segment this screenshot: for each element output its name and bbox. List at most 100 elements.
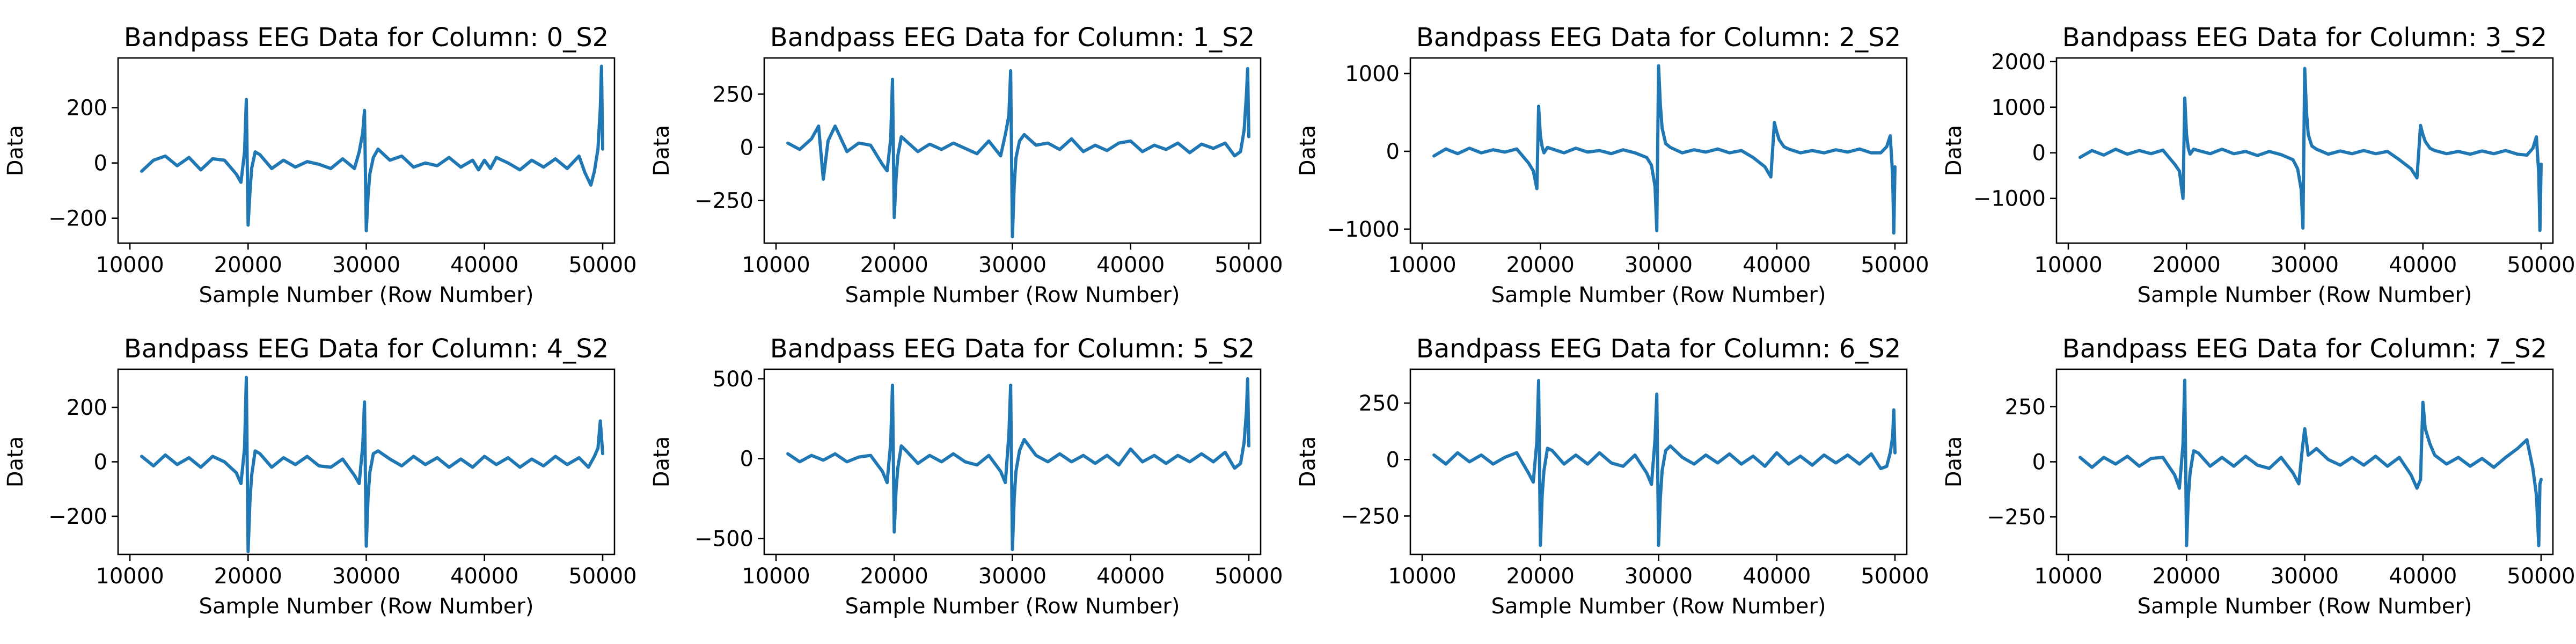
chart-title: Bandpass EEG Data for Column: 0_S2 <box>124 23 609 53</box>
x-axis-label: Sample Number (Row Number) <box>2138 594 2472 619</box>
y-tick-label: 250 <box>1359 391 1400 416</box>
x-tick-label: 40000 <box>1743 253 1811 277</box>
x-tick-label: 50000 <box>1861 253 1929 277</box>
x-tick-label: 10000 <box>742 564 810 589</box>
subplot-0: 10000 20000 30000 40000 50000 −200 0 200 Bandpas… <box>3 23 637 308</box>
y-tick-label: 200 <box>67 396 107 420</box>
subplot-7: 10000 20000 30000 40000 50000 −250 0 250 Bandpas… <box>1942 334 2575 619</box>
series-line-6-0 <box>1432 379 1897 547</box>
x-tick-label: 20000 <box>1506 253 1575 277</box>
x-tick-label: 50000 <box>1214 564 1283 589</box>
series-line-5-0 <box>786 377 1250 552</box>
x-tick-label: 30000 <box>332 253 400 277</box>
chart-title: Bandpass EEG Data for Column: 4_S2 <box>124 334 609 364</box>
series-line-0-0 <box>140 64 604 232</box>
y-axis-label: Data <box>3 436 28 488</box>
x-tick-label: 30000 <box>978 253 1046 277</box>
x-tick-label: 20000 <box>1506 564 1575 589</box>
y-axis-label: Data <box>649 436 674 488</box>
chart-title: Bandpass EEG Data for Column: 3_S2 <box>2062 23 2547 53</box>
chart-title: Bandpass EEG Data for Column: 5_S2 <box>770 334 1255 364</box>
x-tick-label: 20000 <box>214 253 282 277</box>
x-tick-label: 10000 <box>742 253 810 277</box>
y-tick-label: 1000 <box>1345 62 1400 86</box>
x-tick-label: 30000 <box>1624 253 1693 277</box>
y-axis-label: Data <box>649 125 674 177</box>
x-tick-label: 40000 <box>1096 253 1165 277</box>
subplot-3: 10000 20000 30000 40000 50000 −1000 0 1000 2000 B… <box>1942 23 2575 308</box>
x-tick-label: 20000 <box>2153 564 2221 589</box>
x-tick-label: 20000 <box>860 564 928 589</box>
y-tick-label: 0 <box>2032 450 2046 475</box>
x-tick-label: 40000 <box>2389 564 2457 589</box>
x-tick-label: 40000 <box>1743 564 1811 589</box>
y-tick-label: 0 <box>1386 140 1400 164</box>
x-axis-label: Sample Number (Row Number) <box>1491 283 1826 308</box>
chart-title: Bandpass EEG Data for Column: 1_S2 <box>770 23 1255 53</box>
y-axis-label: Data <box>1942 125 1966 177</box>
x-tick-label: 40000 <box>2389 253 2457 277</box>
series-line-7-0 <box>2079 378 2543 547</box>
y-axis-label: Data <box>1296 125 1320 177</box>
y-tick-label: −250 <box>694 189 753 214</box>
y-tick-label: 1000 <box>1991 96 2046 120</box>
y-tick-label: −500 <box>694 526 753 551</box>
subplot-2: 10000 20000 30000 40000 50000 −1000 0 1000 Bandp… <box>1296 23 1929 308</box>
series-line-2-0 <box>1432 64 1897 235</box>
chart-title: Bandpass EEG Data for Column: 2_S2 <box>1416 23 1901 53</box>
x-tick-label: 30000 <box>2271 564 2339 589</box>
y-tick-label: −250 <box>1987 505 2046 530</box>
x-axis-label: Sample Number (Row Number) <box>845 283 1180 308</box>
x-tick-label: 10000 <box>1388 564 1456 589</box>
x-tick-label: 50000 <box>1214 253 1283 277</box>
y-tick-label: 0 <box>2032 141 2046 166</box>
y-tick-label: 500 <box>713 367 753 392</box>
x-tick-label: 10000 <box>96 253 164 277</box>
subplot-6: 10000 20000 30000 40000 50000 −250 0 250 Bandpas… <box>1296 334 1929 619</box>
series-line-1-0 <box>786 67 1250 239</box>
x-tick-label: 30000 <box>332 564 400 589</box>
x-axis-label: Sample Number (Row Number) <box>199 283 534 308</box>
x-axis-label: Sample Number (Row Number) <box>199 594 534 619</box>
y-tick-label: −200 <box>48 504 107 529</box>
x-axis-label: Sample Number (Row Number) <box>845 594 1180 619</box>
subplot-5: 10000 20000 30000 40000 50000 −500 0 500 Bandpas… <box>649 334 1283 619</box>
x-tick-label: 30000 <box>2271 253 2339 277</box>
x-tick-label: 10000 <box>96 564 164 589</box>
x-tick-label: 30000 <box>1624 564 1693 589</box>
y-tick-label: 0 <box>94 151 107 176</box>
y-tick-label: 0 <box>740 447 753 472</box>
y-axis-label: Data <box>1296 436 1320 488</box>
series-line-4-0 <box>140 376 604 553</box>
x-tick-label: 10000 <box>2034 253 2102 277</box>
x-tick-label: 50000 <box>2507 564 2575 589</box>
chart-title: Bandpass EEG Data for Column: 7_S2 <box>2062 334 2547 364</box>
x-tick-label: 20000 <box>860 253 928 277</box>
y-tick-label: −200 <box>48 207 107 231</box>
y-axis-label: Data <box>1942 436 1966 488</box>
y-tick-label: 0 <box>94 450 107 475</box>
x-tick-label: 50000 <box>2507 253 2575 277</box>
x-tick-label: 50000 <box>568 564 636 589</box>
chart-title: Bandpass EEG Data for Column: 6_S2 <box>1416 334 1901 364</box>
x-tick-label: 40000 <box>1096 564 1165 589</box>
x-tick-label: 30000 <box>978 564 1046 589</box>
subplot-4: 10000 20000 30000 40000 50000 −200 0 200 Bandpas… <box>3 334 637 619</box>
x-tick-label: 20000 <box>2153 253 2221 277</box>
x-tick-label: 50000 <box>568 253 636 277</box>
y-tick-label: 0 <box>740 136 753 160</box>
y-tick-label: 0 <box>1386 448 1400 472</box>
x-tick-label: 10000 <box>1388 253 1456 277</box>
x-tick-label: 20000 <box>214 564 282 589</box>
y-tick-label: 250 <box>713 82 753 107</box>
x-axis-label: Sample Number (Row Number) <box>2138 283 2472 308</box>
y-tick-label: 200 <box>67 96 107 121</box>
y-tick-label: −1000 <box>1973 187 2046 211</box>
y-tick-label: −250 <box>1341 504 1400 529</box>
series-line-3-0 <box>2079 67 2543 232</box>
x-tick-label: 50000 <box>1861 564 1929 589</box>
x-axis-label: Sample Number (Row Number) <box>1491 594 1826 619</box>
subplot-1: 10000 20000 30000 40000 50000 −250 0 250 Bandpas… <box>649 23 1283 308</box>
y-tick-label: −1000 <box>1327 217 1400 242</box>
